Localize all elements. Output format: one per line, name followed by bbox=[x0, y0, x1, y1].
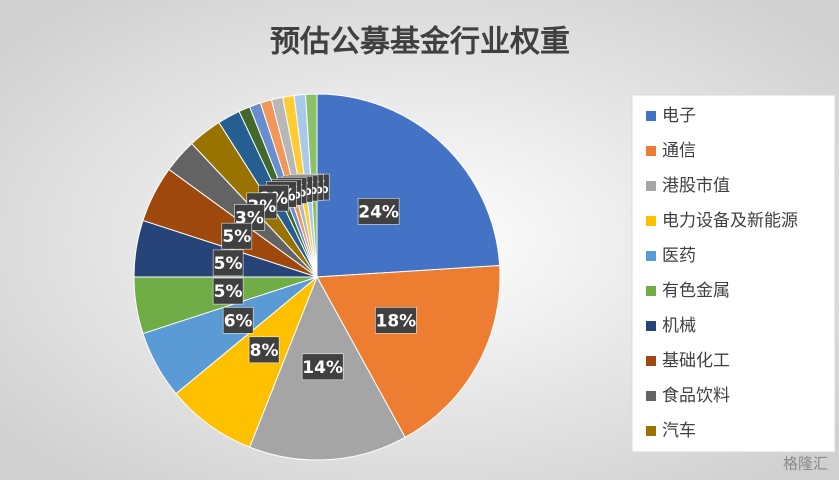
legend-swatch bbox=[646, 216, 656, 226]
chart-title: 预估公募基金行业权重 bbox=[270, 25, 570, 60]
legend-label: 医药 bbox=[662, 246, 696, 266]
value-label: 5% bbox=[222, 227, 251, 247]
legend-swatch bbox=[646, 391, 656, 401]
value-label: 6% bbox=[224, 311, 253, 331]
pie-slice bbox=[316, 264, 501, 439]
value-label: 18% bbox=[376, 311, 417, 331]
legend-label: 食品饮料 bbox=[662, 386, 730, 406]
legend-swatch bbox=[646, 321, 656, 331]
legend-label: 机械 bbox=[662, 316, 696, 336]
value-label: 14% bbox=[302, 358, 343, 378]
value-label: 5% bbox=[214, 282, 243, 302]
legend-label: 有色金属 bbox=[662, 281, 730, 301]
legend-swatch bbox=[646, 426, 656, 436]
value-label: 5% bbox=[214, 254, 243, 274]
legend-label: 电子 bbox=[662, 106, 696, 126]
legend-label: 电力设备及新能源 bbox=[662, 211, 798, 231]
value-label-box bbox=[248, 336, 280, 364]
legend-label: 港股市值 bbox=[662, 176, 730, 196]
pie-slice bbox=[175, 276, 318, 448]
legend-label: 汽车 bbox=[662, 421, 696, 441]
value-label-box bbox=[301, 353, 344, 381]
value-label: 8% bbox=[250, 341, 279, 361]
legend-swatch bbox=[646, 286, 656, 296]
value-label-box bbox=[212, 277, 244, 305]
watermark: 格隆汇 bbox=[783, 455, 828, 473]
legend-swatch bbox=[646, 356, 656, 366]
legend-label: 基础化工 bbox=[662, 351, 730, 371]
value-label-box bbox=[212, 249, 244, 277]
value-label-box bbox=[221, 222, 253, 250]
value-label-box bbox=[222, 307, 254, 334]
value-label: 24% bbox=[358, 202, 399, 222]
legend-box bbox=[631, 94, 836, 453]
legend-swatch bbox=[646, 146, 656, 156]
pie-slice bbox=[316, 93, 501, 278]
legend-swatch bbox=[646, 251, 656, 261]
value-label-box bbox=[375, 307, 417, 334]
legend-label: 通信 bbox=[662, 141, 696, 161]
legend-swatch bbox=[646, 181, 656, 191]
value-label-box bbox=[357, 198, 400, 225]
legend-swatch bbox=[646, 111, 656, 121]
